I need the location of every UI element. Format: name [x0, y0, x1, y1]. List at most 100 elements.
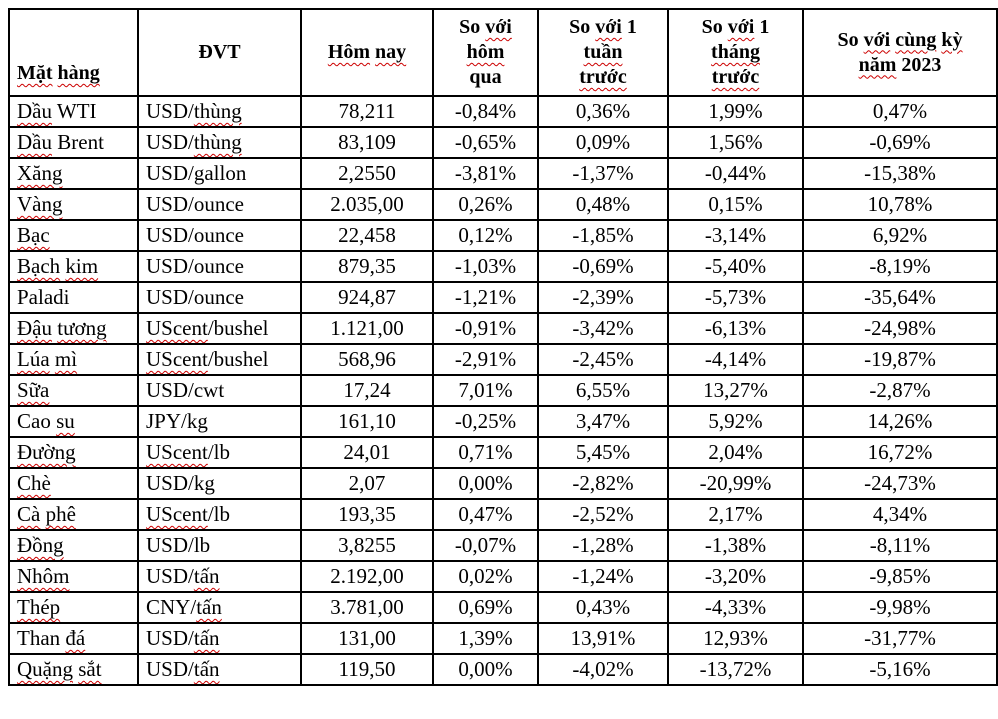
text-segment: So — [701, 16, 728, 38]
cell-vs-month: 1,99% — [667, 95, 804, 128]
col-header-vs-2023: So với cùng kỳ năm 2023 — [802, 8, 998, 97]
cell-vs-yesterday: -2,91% — [432, 343, 539, 376]
spellcheck-underline: Đường — [17, 440, 76, 464]
text-segment: JPY/kg — [146, 409, 208, 433]
cell-commodity: Đậu tương — [8, 312, 139, 345]
cell-vs-week: 6,55% — [537, 374, 669, 407]
cell-vs-month: 12,93% — [667, 622, 804, 655]
text-segment: USD/ — [146, 626, 194, 650]
cell-vs-yesterday: 7,01% — [432, 374, 539, 407]
cell-vs-2023: 0,47% — [802, 95, 998, 128]
cell-today: 2.192,00 — [300, 560, 434, 593]
cell-vs-2023: -0,69% — [802, 126, 998, 159]
spellcheck-underline: tháng — [711, 41, 760, 63]
spellcheck-underline: kỳ — [941, 28, 963, 51]
cell-vs-week: -2,45% — [537, 343, 669, 376]
spellcheck-underline: tấn — [193, 657, 220, 681]
cell-vs-month: 2,17% — [667, 498, 804, 531]
cell-commodity: Bạch kim — [8, 250, 139, 283]
cell-vs-month: -5,73% — [667, 281, 804, 314]
cell-vs-month: 1,56% — [667, 126, 804, 159]
cell-vs-2023: -8,19% — [802, 250, 998, 283]
cell-commodity: Chè — [8, 467, 139, 500]
spellcheck-underline: Dầu — [17, 130, 52, 154]
cell-vs-yesterday: 0,00% — [432, 653, 539, 686]
spellcheck-underline: thùng — [193, 130, 242, 154]
cell-vs-2023: -5,16% — [802, 653, 998, 686]
cell-commodity: Cà phê — [8, 498, 139, 531]
cell-today: 131,00 — [300, 622, 434, 655]
spellcheck-underline: tấn — [196, 595, 222, 619]
cell-today: 3.781,00 — [300, 591, 434, 624]
table-row: Cà phê UScent/lb 193,35 0,47% -2,52% 2,17% 4,3… — [8, 498, 998, 531]
cell-unit: USD/lb — [137, 529, 302, 562]
spellcheck-underline: Bạch — [17, 254, 61, 278]
cell-vs-2023: -31,77% — [802, 622, 998, 655]
col-header-vs-yesterday: So với hôm qua — [432, 8, 539, 97]
cell-today: 22,458 — [300, 219, 434, 252]
cell-vs-2023: 10,78% — [802, 188, 998, 221]
cell-vs-yesterday: 0,12% — [432, 219, 539, 252]
text-segment: So — [569, 16, 596, 38]
cell-today: 2.035,00 — [300, 188, 434, 221]
table-row: Dầu Brent USD/thùng 83,109 -0,65% 0,09% 1,56%… — [8, 126, 998, 159]
cell-vs-yesterday: -0,07% — [432, 529, 539, 562]
text-segment: 1 — [621, 16, 637, 38]
cell-vs-2023: 14,26% — [802, 405, 998, 438]
table-row: Quặng sắt USD/tấn 119,50 0,00% -4,02% -13,72%… — [8, 653, 998, 686]
spellcheck-underline: UScent — [146, 440, 208, 464]
cell-vs-2023: -2,87% — [802, 374, 998, 407]
cell-vs-yesterday: -0,65% — [432, 126, 539, 159]
cell-today: 1.121,00 — [300, 312, 434, 345]
cell-vs-2023: 16,72% — [802, 436, 998, 469]
cell-vs-week: -4,02% — [537, 653, 669, 686]
spellcheck-underline: UScent — [146, 347, 208, 371]
cell-today: 3,8255 — [300, 529, 434, 562]
spellcheck-underline: phê — [45, 502, 76, 526]
table-row: Thép CNY/tấn 3.781,00 0,69% 0,43% -4,33% -9,98… — [8, 591, 998, 624]
cell-vs-week: -3,42% — [537, 312, 669, 345]
spellcheck-underline: nay — [375, 41, 407, 63]
text-segment: CNY/ — [146, 595, 197, 619]
table-row: Đường UScent/lb 24,01 0,71% 5,45% 2,04% 16,72% — [8, 436, 998, 469]
cell-vs-yesterday: 0,71% — [432, 436, 539, 469]
cell-vs-week: -1,28% — [537, 529, 669, 562]
cell-unit: UScent/lb — [137, 436, 302, 469]
spellcheck-underline: với — [727, 16, 755, 38]
col-header-vs-1-week: So với 1 tuần trước — [537, 8, 669, 97]
cell-vs-yesterday: 0,69% — [432, 591, 539, 624]
cell-vs-2023: 6,92% — [802, 219, 998, 252]
cell-vs-week: 0,48% — [537, 188, 669, 221]
text-segment: /lb — [207, 440, 230, 464]
spellcheck-underline: Lúa — [17, 347, 50, 371]
cell-vs-week: -0,69% — [537, 250, 669, 283]
cell-vs-week: 5,45% — [537, 436, 669, 469]
cell-vs-week: -1,37% — [537, 157, 669, 190]
table-row: Than đá USD/tấn 131,00 1,39% 13,91% 12,93% -31… — [8, 622, 998, 655]
spellcheck-underline: Dầu — [17, 99, 52, 123]
table-row: Nhôm USD/tấn 2.192,00 0,02% -1,24% -3,20% -9,8… — [8, 560, 998, 593]
cell-vs-week: 0,09% — [537, 126, 669, 159]
cell-today: 161,10 — [300, 405, 434, 438]
cell-commodity: Dầu Brent — [8, 126, 139, 159]
spellcheck-underline: UScent — [146, 502, 208, 526]
spellcheck-underline: với — [595, 16, 622, 38]
cell-vs-yesterday: 0,26% — [432, 188, 539, 221]
text-segment: Brent — [52, 130, 104, 154]
table-row: Chè USD/kg 2,07 0,00% -2,82% -20,99% -24,73% — [8, 467, 998, 500]
text-segment: Paladi — [17, 285, 70, 309]
text-segment: USD/ — [146, 657, 194, 681]
spellcheck-underline: su — [56, 409, 75, 433]
text-segment: 1 — [754, 16, 770, 38]
table-row: Đậu tương UScent/bushel 1.121,00 -0,91% -3,4… — [8, 312, 998, 345]
cell-unit: USD/thùng — [137, 95, 302, 128]
cell-today: 83,109 — [300, 126, 434, 159]
text-segment: USD/ — [146, 130, 194, 154]
text-segment: /bushel — [207, 316, 269, 340]
table-row: Bạch kim USD/ounce 879,35 -1,03% -0,69% -5,40… — [8, 250, 998, 283]
spellcheck-underline: Bạc — [17, 223, 50, 247]
cell-unit: JPY/kg — [137, 405, 302, 438]
spellcheck-underline: Đồng — [17, 533, 64, 557]
spellcheck-underline: tấn — [193, 564, 220, 588]
spellcheck-underline: Thép — [17, 595, 61, 619]
